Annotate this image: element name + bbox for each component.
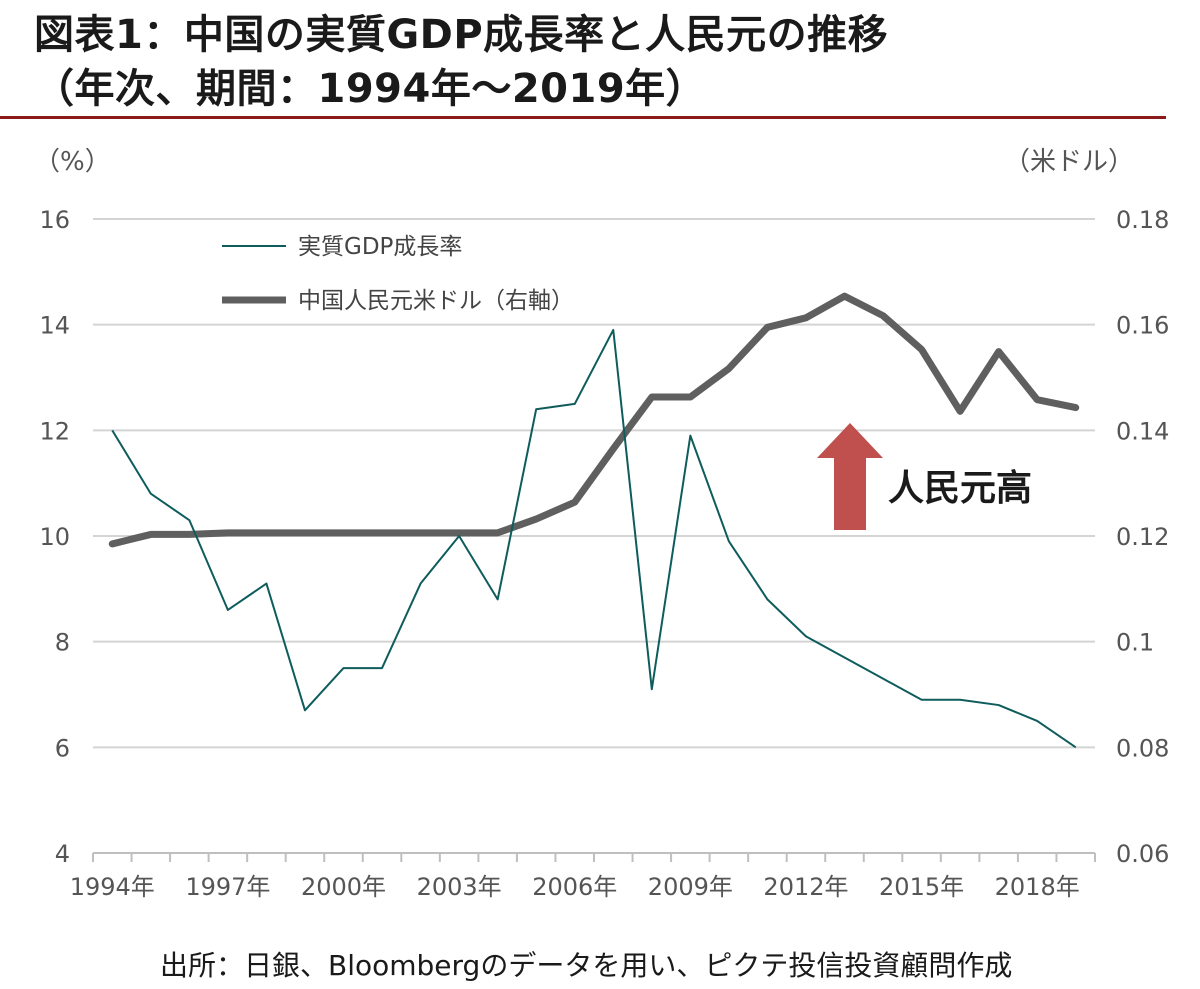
y-right-tick-label: 0.1 bbox=[1116, 629, 1154, 657]
y-right-ticks: 0.18 0.16 0.14 0.12 0.1 0.08 0.06 bbox=[1116, 206, 1169, 868]
chart-title: 図表1：中国の実質GDP成長率と人民元の推移 （年次、期間：1994年〜2019… bbox=[34, 8, 888, 116]
y-left-tick-label: 14 bbox=[39, 312, 70, 340]
y-left-tick-label: 6 bbox=[55, 734, 70, 762]
title-line-1: 図表1：中国の実質GDP成長率と人民元の推移 bbox=[34, 12, 889, 58]
left-axis-unit: （%） bbox=[34, 147, 111, 177]
x-tick-label: 2012年 bbox=[763, 873, 848, 901]
y-right-tick-label: 0.14 bbox=[1116, 417, 1169, 445]
y-left-tick-label: 10 bbox=[39, 523, 70, 551]
series-layer bbox=[108, 292, 1080, 749]
x-tick-label: 2003年 bbox=[417, 873, 502, 901]
y-right-tick-label: 0.08 bbox=[1116, 734, 1169, 762]
y-left-tick-label: 12 bbox=[39, 417, 70, 445]
annotation-label: 人民元高 bbox=[888, 468, 1032, 509]
annotation-layer: 人民元高 bbox=[817, 423, 1032, 530]
series-line-cny-usd bbox=[108, 292, 1080, 548]
y-left-tick-label: 4 bbox=[55, 840, 70, 868]
y-left-tick-label: 8 bbox=[55, 629, 70, 657]
legend-label-gdp: 実質GDP成長率 bbox=[298, 234, 462, 260]
x-tick-label: 1994年 bbox=[70, 873, 155, 901]
x-tick-label: 2018年 bbox=[995, 873, 1080, 901]
x-tick-label: 2009年 bbox=[648, 873, 733, 901]
title-rule bbox=[0, 116, 1166, 119]
x-tick-label: 1997年 bbox=[185, 873, 270, 901]
y-right-tick-label: 0.12 bbox=[1116, 523, 1169, 551]
x-tick-label: 2006年 bbox=[532, 873, 617, 901]
y-left-ticks: 16 14 12 10 8 6 4 bbox=[39, 206, 70, 868]
y-right-tick-label: 0.06 bbox=[1116, 840, 1169, 868]
y-right-tick-label: 0.18 bbox=[1116, 206, 1169, 234]
legend-label-cny: 中国人民元米ドル（右軸） bbox=[298, 288, 574, 314]
grid bbox=[93, 218, 1095, 749]
right-axis-unit: （米ドル） bbox=[1004, 147, 1134, 177]
series-line-real-gdp-growth bbox=[111, 328, 1077, 749]
x-axis: 1994年 1997年 2000年 2003年 2006年 2009年 2012年 2015年… bbox=[70, 852, 1096, 901]
title-line-2: （年次、期間：1994年〜2019年） bbox=[34, 66, 707, 112]
y-right-tick-label: 0.16 bbox=[1116, 312, 1169, 340]
y-left-tick-label: 16 bbox=[39, 206, 70, 234]
source-note: 出所：日銀、Bloombergのデータを用い、ピクテ投信投資顧問作成 bbox=[160, 949, 1013, 982]
appreciation-arrow-icon bbox=[817, 423, 883, 530]
x-tick-label: 2000年 bbox=[301, 873, 386, 901]
x-tick-label: 2015年 bbox=[879, 873, 964, 901]
